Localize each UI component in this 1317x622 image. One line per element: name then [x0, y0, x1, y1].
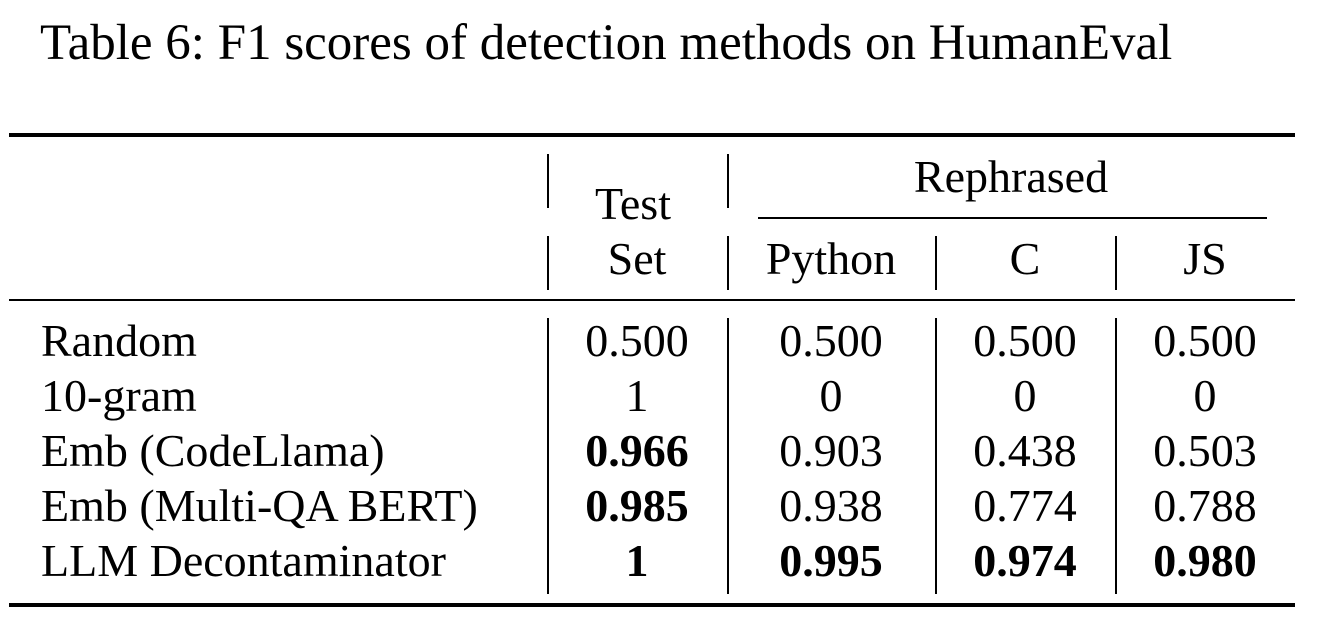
row-value-cell: 0.500 — [973, 315, 1077, 366]
row-value-cell: 0 — [819, 370, 843, 421]
row-value-cell: 0 — [1193, 370, 1217, 421]
header-test-set-line2: Set — [607, 233, 667, 284]
header-vbar — [727, 154, 729, 208]
header-vbar — [935, 236, 937, 290]
header-vbar — [1115, 236, 1117, 290]
table-top-rule — [9, 133, 1295, 137]
row-value-cell: 0.966 — [585, 425, 689, 476]
row-value-cell: 0.974 — [973, 535, 1077, 586]
row-value-cell: 0.500 — [1153, 315, 1257, 366]
row-value-cell: 0.774 — [973, 480, 1077, 531]
row-method-label: LLM Decontaminator — [41, 535, 446, 586]
row-value-cell: 0 — [1013, 370, 1037, 421]
row-method-label: 10-gram — [41, 370, 197, 421]
header-vbar — [547, 236, 549, 290]
row-value-cell: 0.938 — [779, 480, 883, 531]
row-value-cell: 0.438 — [973, 425, 1077, 476]
header-python: Python — [765, 233, 897, 284]
row-method-label: Emb (CodeLlama) — [41, 425, 385, 476]
row-value-cell: 0.500 — [779, 315, 883, 366]
header-vbar — [727, 236, 729, 290]
rephrased-cmidrule — [758, 217, 1267, 219]
body-vbar — [727, 318, 729, 594]
table-bottom-rule — [9, 603, 1295, 607]
row-value-cell: 0.903 — [779, 425, 883, 476]
table-caption: Table 6: F1 scores of detection methods … — [40, 15, 1173, 71]
body-vbar — [547, 318, 549, 594]
row-value-cell: 0.788 — [1153, 480, 1257, 531]
row-value-cell: 1 — [625, 535, 649, 586]
body-vbar — [1115, 318, 1117, 594]
row-value-cell: 0.995 — [779, 535, 883, 586]
row-value-cell: 0.985 — [585, 480, 689, 531]
row-value-cell: 0.500 — [585, 315, 689, 366]
header-test-set-line1: Test — [595, 178, 671, 229]
row-method-label: Random — [41, 315, 197, 366]
row-value-cell: 1 — [625, 370, 649, 421]
header-rule — [9, 299, 1295, 301]
header-rephrased: Rephrased — [913, 151, 1109, 202]
body-vbar — [935, 318, 937, 594]
header-c: C — [1009, 233, 1041, 284]
header-vbar — [547, 154, 549, 208]
row-value-cell: 0.980 — [1153, 535, 1257, 586]
row-method-label: Emb (Multi-QA BERT) — [41, 480, 478, 531]
row-value-cell: 0.503 — [1153, 425, 1257, 476]
header-js: JS — [1183, 233, 1227, 284]
